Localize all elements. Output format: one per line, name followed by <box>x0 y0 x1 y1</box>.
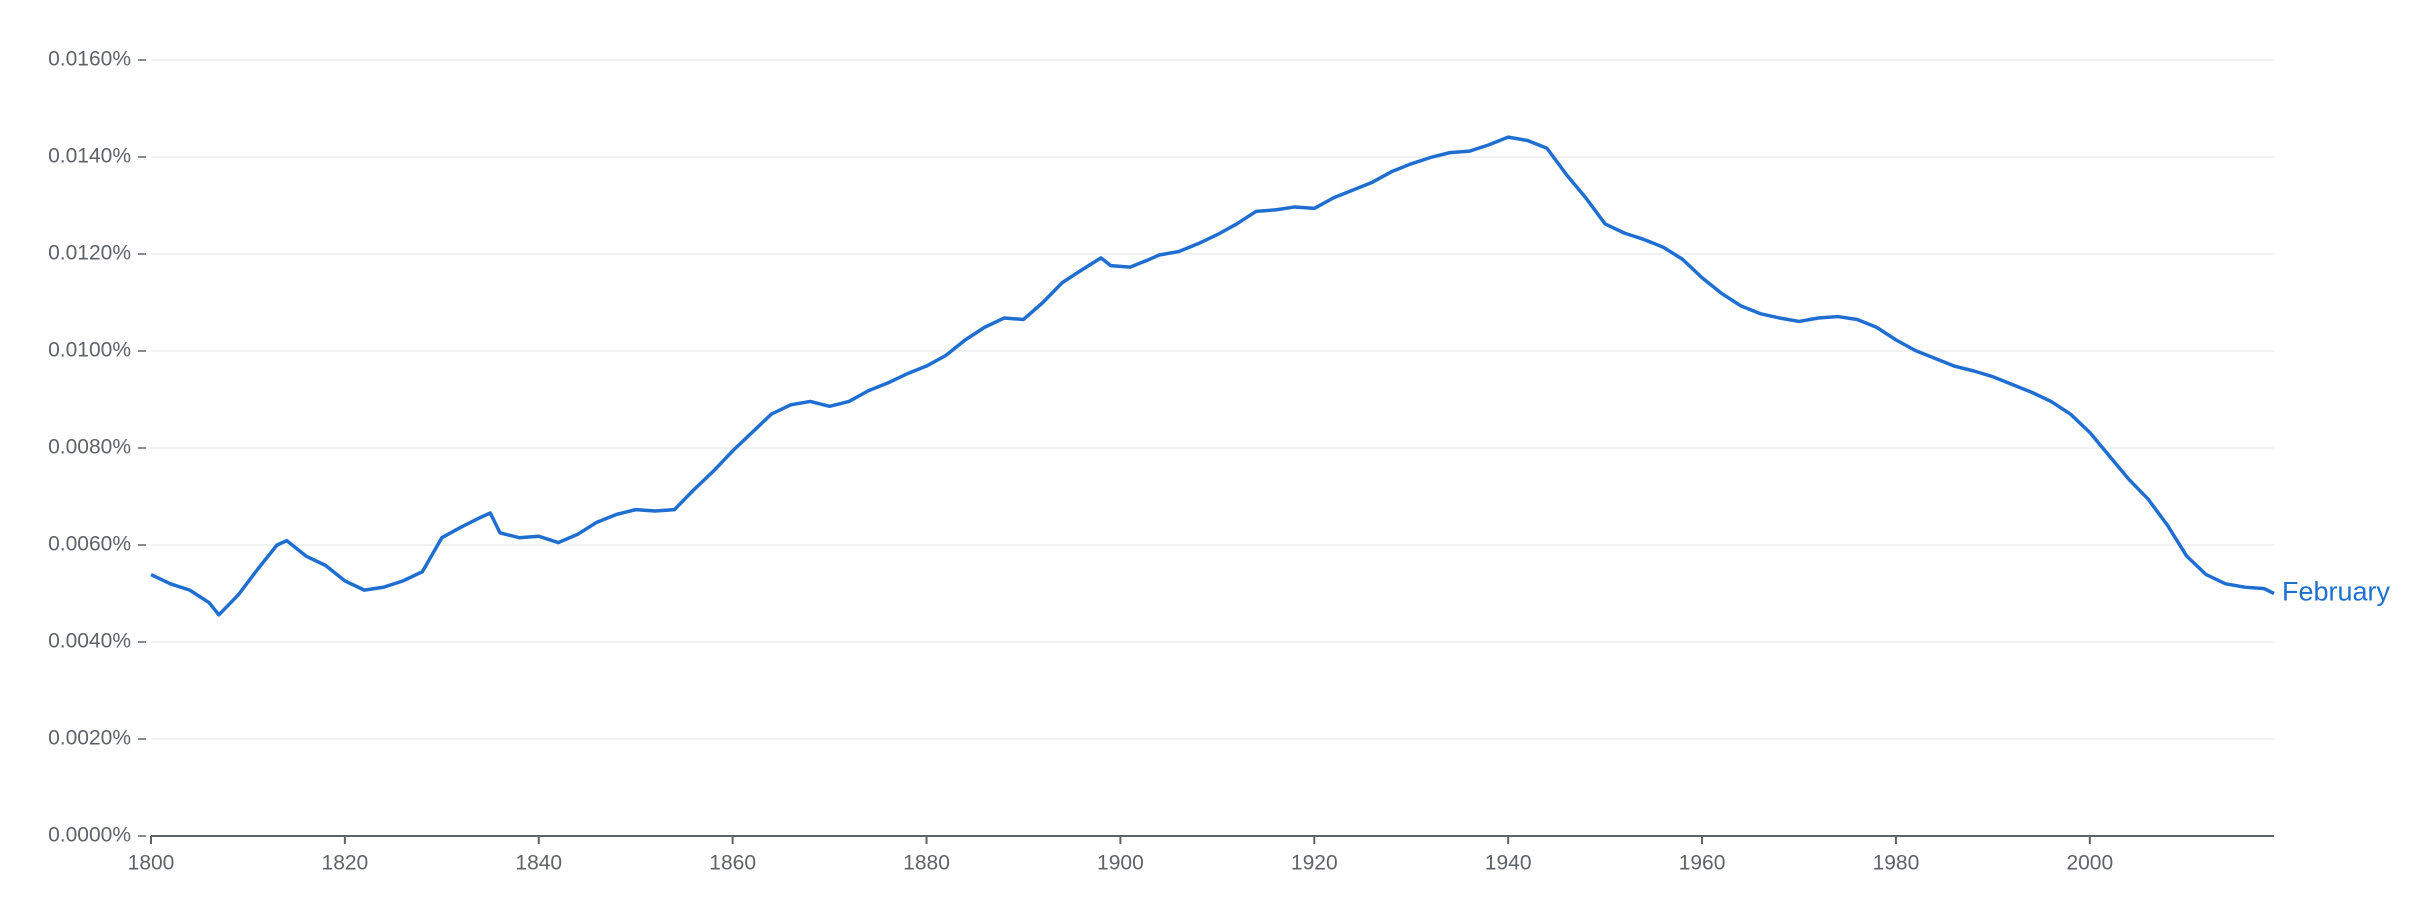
x-tick-label: 1920 <box>1291 852 1338 875</box>
x-tick-label: 1960 <box>1679 852 1726 875</box>
y-tick-label: 0.0100% <box>48 339 131 362</box>
y-tick-label: 0.0040% <box>48 630 131 653</box>
y-tick-label: 0.0160% <box>48 48 131 71</box>
y-tick-label: 0.0020% <box>48 727 131 750</box>
x-tick-label: 1800 <box>128 852 175 875</box>
x-tick-label: 1900 <box>1097 852 1144 875</box>
y-tick-label: 0.0120% <box>48 242 131 265</box>
x-tick-label: 1820 <box>322 852 369 875</box>
series-label: February <box>2282 577 2391 607</box>
x-tick-label: 2000 <box>2066 852 2113 875</box>
y-tick-label: 0.0060% <box>48 533 131 556</box>
y-tick-label: 0.0080% <box>48 436 131 459</box>
y-tick-label: 0.0000% <box>48 824 131 847</box>
x-tick-label: 1860 <box>709 852 756 875</box>
line <box>150 135 2275 617</box>
x-tick-label: 1940 <box>1485 852 1532 875</box>
y-tick-label: 0.0140% <box>48 145 131 168</box>
x-tick-label: 1980 <box>1873 852 1920 875</box>
x-tick-label: 1840 <box>515 852 562 875</box>
x-tick-label: 1880 <box>903 852 950 875</box>
